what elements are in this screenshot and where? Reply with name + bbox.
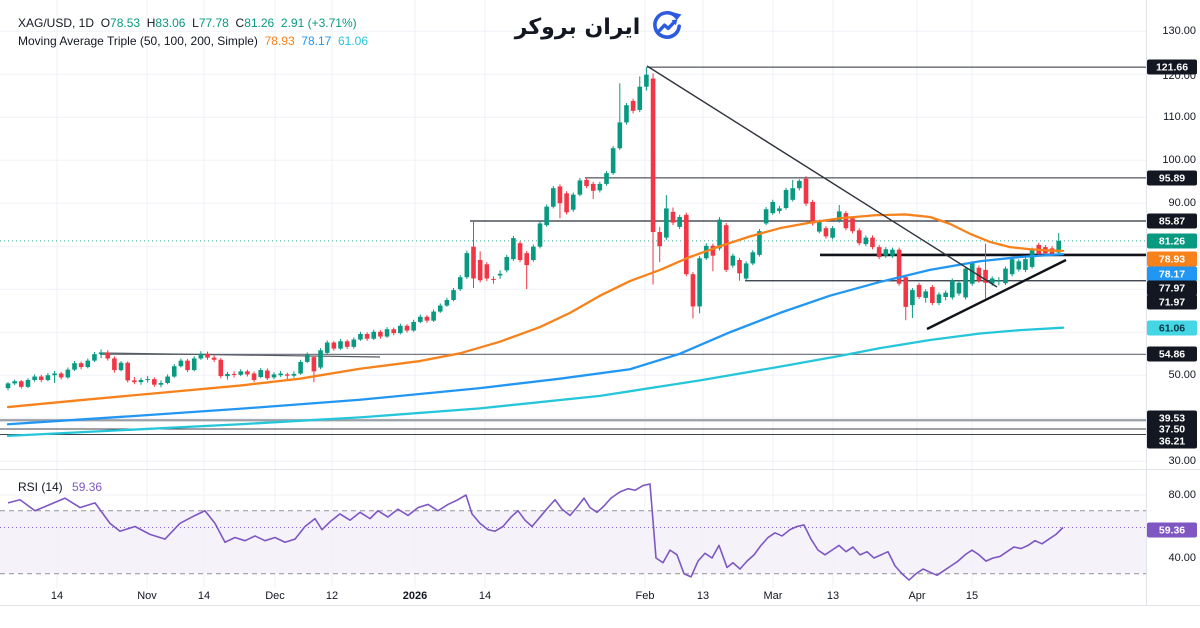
time-axis-label: 13 xyxy=(826,590,840,602)
trendline-2 xyxy=(926,258,1067,331)
rsi-chart-svg xyxy=(0,470,1146,588)
price-pane[interactable] xyxy=(0,0,1146,470)
price-axis-label: 130.00 xyxy=(1162,25,1196,37)
price-axis-label: 50.00 xyxy=(1168,369,1196,381)
time-axis-label: 14 xyxy=(197,590,211,602)
ma-line-0 xyxy=(6,213,1065,409)
time-axis-label: 14 xyxy=(478,590,492,602)
time-axis-label: Dec xyxy=(265,590,285,602)
trendline-1 xyxy=(646,65,998,288)
time-axis-label: 15 xyxy=(965,590,979,602)
range-top-trendline xyxy=(99,352,381,358)
price-axis-label: 30.00 xyxy=(1168,455,1196,467)
price-axis-badge: 121.66 xyxy=(1147,59,1197,75)
rsi-axis[interactable]: 80.00 40.00 59.36 xyxy=(1146,470,1200,588)
ma100-value: 78.17 xyxy=(301,34,332,48)
rsi-title[interactable]: RSI (14) xyxy=(18,480,63,494)
price-axis-badge: 78.93 xyxy=(1147,251,1197,267)
ma-line-1 xyxy=(6,252,1065,426)
rsi-value: 59.36 xyxy=(72,480,103,494)
time-axis-label: Feb xyxy=(635,590,655,602)
symbol-legend: XAG/USD, 1D O78.53 H83.06 L77.78 C81.26 … xyxy=(18,14,368,50)
price-axis-label: 90.00 xyxy=(1168,197,1196,209)
time-axis-label: Nov xyxy=(137,590,157,602)
ma200-value: 61.06 xyxy=(338,34,369,48)
candles xyxy=(5,67,1061,391)
high-value: 83.06 xyxy=(155,16,186,30)
rsi-legend: RSI (14) 59.36 xyxy=(18,480,102,494)
rsi-pane[interactable] xyxy=(0,470,1146,588)
time-axis-label: Apr xyxy=(908,590,926,602)
rsi-axis-label: 80.00 xyxy=(1168,489,1196,501)
ohlc-row: XAG/USD, 1D O78.53 H83.06 L77.78 C81.26 … xyxy=(18,16,357,30)
price-axis-badge: 85.87 xyxy=(1147,213,1197,229)
price-axis-badge: 54.86 xyxy=(1147,346,1197,362)
rsi-axis-label: 40.00 xyxy=(1168,552,1196,564)
ma-indicator-row: Moving Average Triple (50, 100, 200, Sim… xyxy=(18,32,368,50)
time-axis-label: 13 xyxy=(696,590,710,602)
change-value: 2.91 (+3.71%) xyxy=(280,16,357,30)
symbol-title[interactable]: XAG/USD, 1D xyxy=(18,16,95,30)
time-axis[interactable]: 14 Nov 14 Dec 12 2026 14 Feb 13 Mar 13 Apr 15 xyxy=(0,588,1146,605)
price-axis-badge: 95.89 xyxy=(1147,170,1197,186)
bottom-border xyxy=(0,605,1200,606)
open-value: 78.53 xyxy=(110,16,141,30)
ma-indicator-title[interactable]: Moving Average Triple (50, 100, 200, Sim… xyxy=(18,34,258,48)
time-axis-label: 14 xyxy=(50,590,64,602)
price-axis-badge: 78.17 xyxy=(1147,266,1197,282)
low-value: 77.78 xyxy=(198,16,229,30)
ma50-value: 78.93 xyxy=(264,34,295,48)
axis-border xyxy=(1146,0,1147,605)
time-axis-label: 12 xyxy=(325,590,339,602)
time-axis-label: Mar xyxy=(763,590,783,602)
price-axis[interactable]: 130.00 120.00 110.00 100.00 90.00 50.00 30.00 1… xyxy=(1146,0,1200,470)
price-axis-badge: 36.21 xyxy=(1147,433,1197,449)
price-chart-svg xyxy=(0,0,1146,470)
time-axis-label: 2026 xyxy=(402,590,428,602)
price-axis-badge: 71.97 xyxy=(1147,294,1197,310)
rsi-axis-badge: 59.36 xyxy=(1147,522,1197,538)
price-axis-label: 100.00 xyxy=(1162,154,1196,166)
pane-separator xyxy=(0,469,1200,470)
ma-line-2 xyxy=(6,326,1065,438)
rsi-line xyxy=(7,483,1064,581)
close-value: 81.26 xyxy=(244,16,275,30)
price-axis-badge: 81.26 xyxy=(1147,233,1197,249)
price-axis-label: 110.00 xyxy=(1163,111,1196,123)
price-axis-badge: 77.97 xyxy=(1147,280,1197,296)
price-axis-badge: 61.06 xyxy=(1147,320,1197,336)
price-axis-badge: 37.50 xyxy=(1147,421,1197,437)
